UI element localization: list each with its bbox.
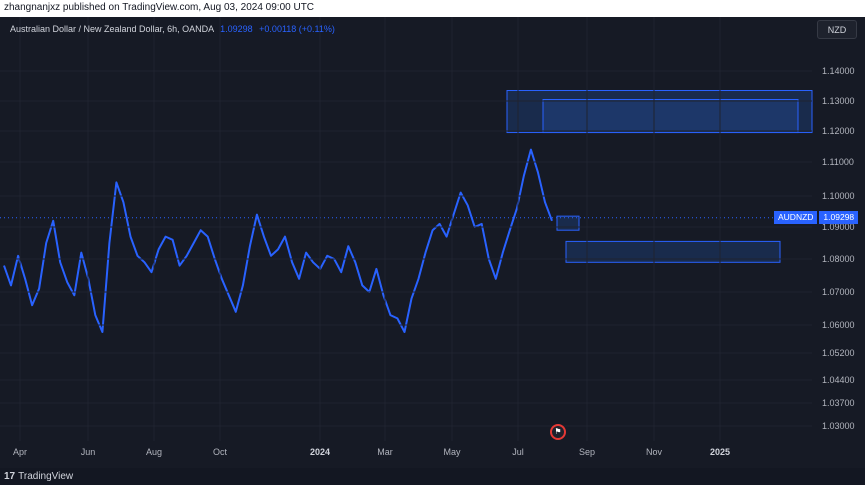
price-axis: 1.14000 1.13000 1.12000 1.11000 1.10000 1.090… (0, 66, 855, 431)
last-price-tag: AUDNZD 1.09298 (774, 211, 859, 224)
currency-button[interactable]: NZD (817, 20, 857, 39)
y-tick-label: 1.05200 (822, 348, 855, 358)
y-tick-label: 1.03700 (822, 398, 855, 408)
tradingview-logo[interactable]: 17 TradingView (4, 471, 73, 482)
y-tick-label: 1.09000 (822, 222, 855, 232)
symbol-legend: Australian Dollar / New Zealand Dollar, … (10, 24, 335, 34)
y-tick-label: 1.08000 (822, 254, 855, 264)
x-tick-label: Jul (512, 447, 524, 457)
legend-price: 1.09298 (220, 24, 253, 34)
legend-change: +0.00118 (+0.11%) (259, 24, 335, 34)
price-chart[interactable]: 1.14000 1.13000 1.12000 1.11000 1.10000 1.090… (0, 17, 865, 468)
publish-text: zhangnanjxz published on TradingView.com… (4, 2, 315, 13)
y-tick-label: 1.03000 (822, 421, 855, 431)
x-tick-label: Apr (13, 447, 27, 457)
x-tick-label: 2025 (710, 447, 730, 457)
price-tag-symbol: AUDNZD (774, 211, 818, 224)
tradingview-logo-icon: 17 (4, 471, 16, 482)
y-tick-label: 1.14000 (822, 66, 855, 76)
price-tag-value: 1.09298 (819, 211, 859, 224)
publish-bar: zhangnanjxz published on TradingView.com… (0, 0, 865, 17)
zones-layer (506, 90, 813, 263)
zone-box (542, 99, 799, 134)
x-tick-label: Sep (579, 447, 595, 457)
x-tick-label: Mar (377, 447, 393, 457)
x-tick-label: Oct (213, 447, 228, 457)
zone-box (565, 240, 781, 263)
price-line (3, 148, 553, 333)
x-tick-label: 2024 (310, 447, 330, 457)
y-tick-label: 1.13000 (822, 96, 855, 106)
x-tick-label: Jun (81, 447, 96, 457)
x-tick-label: Nov (646, 447, 663, 457)
series-layer (3, 148, 553, 333)
flag-icon[interactable]: ⚑ (550, 424, 566, 440)
symbol-title: Australian Dollar / New Zealand Dollar, … (10, 24, 214, 34)
y-tick-label: 1.04400 (822, 375, 855, 385)
y-tick-label: 1.06000 (822, 320, 855, 330)
tradingview-logo-text: TradingView (18, 471, 74, 482)
y-tick-label: 1.11000 (822, 157, 854, 167)
footer-bar (0, 468, 865, 485)
time-axis: Apr Jun Aug Oct 2024 Mar May Jul Sep Nov 2025 (13, 17, 730, 457)
y-tick-label: 1.07000 (822, 287, 855, 297)
x-tick-label: Aug (146, 447, 162, 457)
y-tick-label: 1.10000 (822, 191, 855, 201)
x-tick-label: May (443, 447, 461, 457)
y-tick-label: 1.12000 (822, 126, 855, 136)
